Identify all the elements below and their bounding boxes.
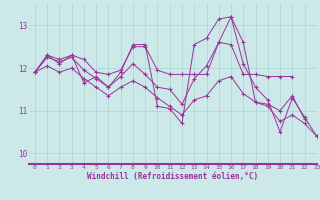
X-axis label: Windchill (Refroidissement éolien,°C): Windchill (Refroidissement éolien,°C): [87, 172, 258, 181]
